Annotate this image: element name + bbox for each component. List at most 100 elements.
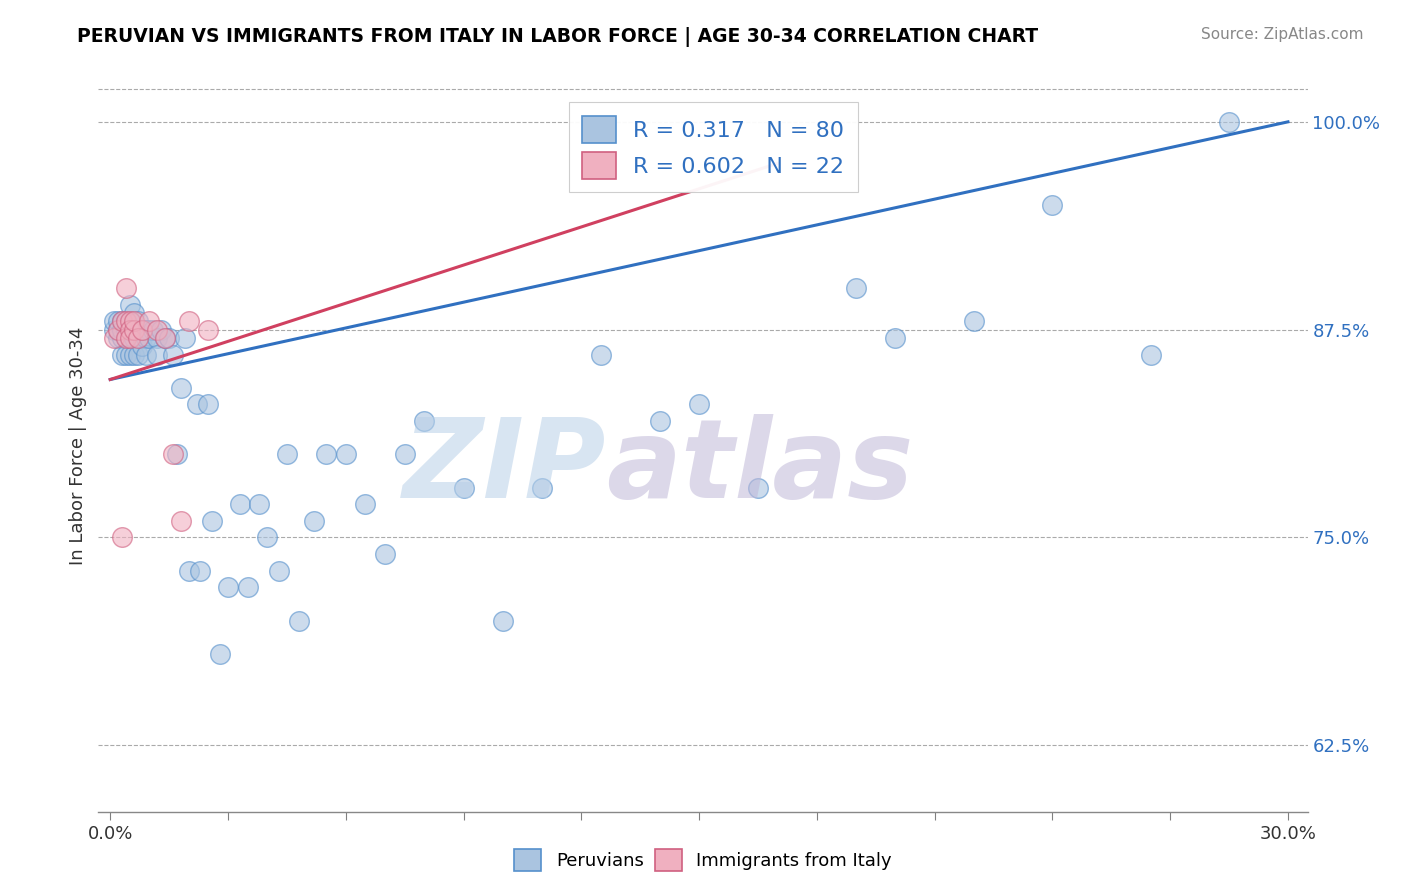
Point <box>170 514 193 528</box>
Point <box>963 314 986 328</box>
Point <box>236 580 259 594</box>
Point <box>115 323 138 337</box>
Point <box>138 323 160 337</box>
Point <box>153 331 176 345</box>
Point <box>315 447 337 461</box>
Point <box>122 323 145 337</box>
Point <box>135 331 157 345</box>
Point <box>107 314 129 328</box>
Point <box>209 647 232 661</box>
Point <box>122 323 145 337</box>
Point <box>118 347 141 361</box>
Point <box>127 323 149 337</box>
Point <box>146 331 169 345</box>
Point <box>217 580 239 594</box>
Point <box>118 331 141 345</box>
Point <box>115 347 138 361</box>
Point <box>115 281 138 295</box>
Point <box>122 347 145 361</box>
Point <box>304 514 326 528</box>
Point <box>197 323 219 337</box>
Point <box>177 564 200 578</box>
Legend: R = 0.317   N = 80, R = 0.602   N = 22: R = 0.317 N = 80, R = 0.602 N = 22 <box>569 103 858 192</box>
Point <box>162 447 184 461</box>
Point <box>146 323 169 337</box>
Point <box>138 314 160 328</box>
Point <box>111 530 134 544</box>
Point <box>122 306 145 320</box>
Point <box>118 298 141 312</box>
Point <box>190 564 212 578</box>
Point <box>103 323 125 337</box>
Point <box>453 481 475 495</box>
Point <box>845 281 868 295</box>
Text: atlas: atlas <box>606 415 914 522</box>
Text: Source: ZipAtlas.com: Source: ZipAtlas.com <box>1201 27 1364 42</box>
Point <box>115 331 138 345</box>
Point <box>103 314 125 328</box>
Point <box>111 314 134 328</box>
Point <box>276 447 298 461</box>
Point <box>287 614 309 628</box>
Point <box>135 323 157 337</box>
Point <box>153 331 176 345</box>
Y-axis label: In Labor Force | Age 30-34: In Labor Force | Age 30-34 <box>69 326 87 566</box>
Legend: Peruvians, Immigrants from Italy: Peruvians, Immigrants from Italy <box>508 842 898 879</box>
Point <box>131 323 153 337</box>
Point <box>127 331 149 345</box>
Point <box>374 547 396 561</box>
Point <box>111 323 134 337</box>
Point <box>127 347 149 361</box>
Point <box>170 381 193 395</box>
Point <box>1042 198 1064 212</box>
Point <box>1139 347 1161 361</box>
Point <box>335 447 357 461</box>
Point <box>354 497 377 511</box>
Point <box>118 323 141 337</box>
Point <box>201 514 224 528</box>
Point <box>131 339 153 353</box>
Point <box>531 481 554 495</box>
Point <box>146 347 169 361</box>
Point <box>107 323 129 337</box>
Point <box>118 314 141 328</box>
Point <box>111 347 134 361</box>
Point <box>118 323 141 337</box>
Point <box>413 414 436 428</box>
Point <box>127 314 149 328</box>
Point <box>115 314 138 328</box>
Point <box>394 447 416 461</box>
Point <box>131 331 153 345</box>
Point <box>186 397 208 411</box>
Point <box>177 314 200 328</box>
Point <box>111 331 134 345</box>
Point <box>118 323 141 337</box>
Point <box>115 331 138 345</box>
Point <box>747 481 769 495</box>
Point <box>162 347 184 361</box>
Point <box>111 323 134 337</box>
Point <box>884 331 907 345</box>
Point <box>107 323 129 337</box>
Point <box>256 530 278 544</box>
Text: PERUVIAN VS IMMIGRANTS FROM ITALY IN LABOR FORCE | AGE 30-34 CORRELATION CHART: PERUVIAN VS IMMIGRANTS FROM ITALY IN LAB… <box>77 27 1039 46</box>
Point <box>1218 115 1240 129</box>
Point <box>122 331 145 345</box>
Point <box>648 414 671 428</box>
Point <box>247 497 270 511</box>
Point <box>131 323 153 337</box>
Point <box>173 331 195 345</box>
Point <box>229 497 252 511</box>
Point <box>135 347 157 361</box>
Point <box>127 331 149 345</box>
Point <box>118 314 141 328</box>
Point <box>122 314 145 328</box>
Point <box>118 331 141 345</box>
Point <box>157 331 180 345</box>
Point <box>103 331 125 345</box>
Point <box>166 447 188 461</box>
Point <box>267 564 290 578</box>
Point <box>589 347 612 361</box>
Point <box>115 314 138 328</box>
Point <box>688 397 710 411</box>
